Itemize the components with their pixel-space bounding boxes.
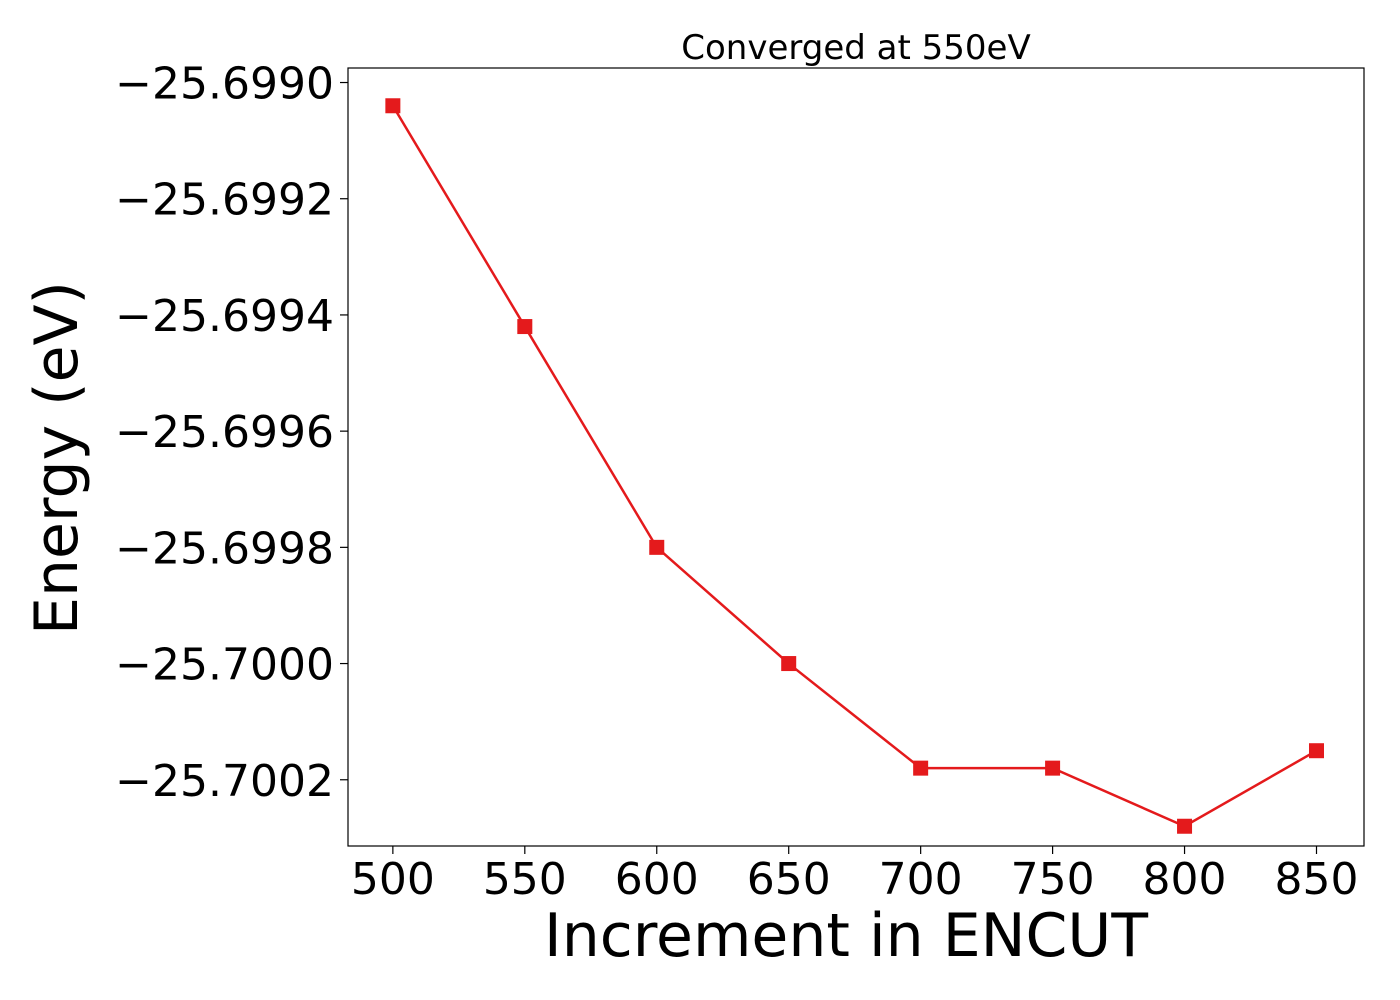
data-point-marker bbox=[913, 760, 929, 776]
data-point-marker bbox=[649, 539, 665, 555]
data-point-marker bbox=[1308, 743, 1324, 759]
x-axis-title: Increment in ENCUT bbox=[544, 901, 1148, 971]
chart-title: Converged at 550eV bbox=[681, 28, 1030, 68]
y-tick-label: −25.6998 bbox=[115, 523, 334, 574]
x-tick-label: 800 bbox=[1143, 854, 1227, 905]
data-point-marker bbox=[781, 656, 797, 672]
x-tick-label: 850 bbox=[1275, 854, 1359, 905]
y-tick-label: −25.7000 bbox=[115, 640, 334, 691]
y-tick-label: −25.6996 bbox=[115, 407, 334, 458]
series-line bbox=[391, 105, 1318, 828]
x-tick-label: 650 bbox=[747, 854, 831, 905]
plot-frame bbox=[347, 67, 1365, 847]
data-point-marker bbox=[1045, 760, 1061, 776]
x-tick-label: 550 bbox=[483, 854, 567, 905]
y-tick-label: −25.6990 bbox=[115, 59, 334, 110]
data-point-marker bbox=[385, 98, 401, 114]
y-tick-label: −25.7002 bbox=[115, 756, 334, 807]
y-axis-title: Energy (eV) bbox=[22, 281, 92, 635]
x-tick-label: 500 bbox=[351, 854, 435, 905]
x-tick-label: 700 bbox=[879, 854, 963, 905]
y-tick-label: −25.6994 bbox=[115, 291, 334, 342]
data-point-marker bbox=[517, 319, 533, 335]
y-tick-label: −25.6992 bbox=[115, 175, 334, 226]
x-tick-label: 600 bbox=[615, 854, 699, 905]
plot-area: −25.6990 −25.6992 −25.6994 −25.6996 −25.6998… bbox=[115, 59, 1365, 905]
x-tick-label: 750 bbox=[1011, 854, 1095, 905]
data-point-marker bbox=[1177, 818, 1193, 834]
